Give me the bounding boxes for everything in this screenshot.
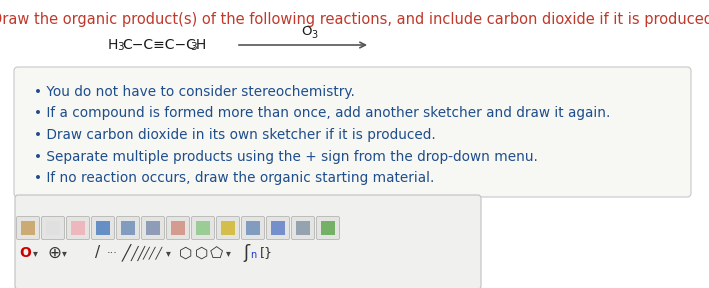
FancyBboxPatch shape <box>116 217 140 240</box>
FancyBboxPatch shape <box>121 221 135 235</box>
Text: n: n <box>250 250 256 260</box>
Text: /: / <box>96 245 101 261</box>
FancyBboxPatch shape <box>316 217 340 240</box>
FancyBboxPatch shape <box>191 217 215 240</box>
Text: ···: ··· <box>106 248 118 258</box>
FancyBboxPatch shape <box>67 217 89 240</box>
Text: ▾: ▾ <box>33 248 38 258</box>
FancyBboxPatch shape <box>246 221 260 235</box>
FancyBboxPatch shape <box>16 217 40 240</box>
Text: • If a compound is formed more than once, add another sketcher and draw it again: • If a compound is formed more than once… <box>34 107 610 120</box>
FancyBboxPatch shape <box>96 221 110 235</box>
Text: 3: 3 <box>190 43 196 52</box>
FancyBboxPatch shape <box>71 221 85 235</box>
Text: • You do not have to consider stereochemistry.: • You do not have to consider stereochem… <box>34 85 355 99</box>
Text: ▾: ▾ <box>166 248 170 258</box>
FancyBboxPatch shape <box>221 221 235 235</box>
FancyBboxPatch shape <box>216 217 240 240</box>
Text: • Separate multiple products using the + sign from the drop-down menu.: • Separate multiple products using the +… <box>34 149 538 164</box>
Text: ╱: ╱ <box>121 244 130 262</box>
Text: ⊕: ⊕ <box>47 244 61 262</box>
FancyBboxPatch shape <box>271 221 285 235</box>
Text: • If no reaction occurs, draw the organic starting material.: • If no reaction occurs, draw the organi… <box>34 171 435 185</box>
FancyBboxPatch shape <box>291 217 315 240</box>
FancyBboxPatch shape <box>46 221 60 235</box>
Text: ⬡: ⬡ <box>179 245 193 261</box>
FancyBboxPatch shape <box>167 217 189 240</box>
Text: C−C≡C−CH: C−C≡C−CH <box>122 38 206 52</box>
FancyBboxPatch shape <box>21 221 35 235</box>
FancyBboxPatch shape <box>15 195 481 288</box>
Text: 3: 3 <box>311 30 317 40</box>
FancyBboxPatch shape <box>171 221 185 235</box>
Text: ⬠: ⬠ <box>209 245 223 261</box>
Text: ╱╱╱: ╱╱╱ <box>143 247 163 259</box>
FancyBboxPatch shape <box>242 217 264 240</box>
Text: Draw the organic product(s) of the following reactions, and include carbon dioxi: Draw the organic product(s) of the follo… <box>0 12 709 27</box>
Text: ʃ: ʃ <box>243 244 249 262</box>
Text: H: H <box>108 38 118 52</box>
FancyBboxPatch shape <box>267 217 289 240</box>
Text: O: O <box>301 25 311 38</box>
Text: ⬡: ⬡ <box>195 245 208 261</box>
Text: [}: [} <box>259 247 272 259</box>
FancyBboxPatch shape <box>14 67 691 197</box>
FancyBboxPatch shape <box>42 217 65 240</box>
FancyBboxPatch shape <box>146 221 160 235</box>
Text: 3: 3 <box>117 43 123 52</box>
Text: • Draw carbon dioxide in its own sketcher if it is produced.: • Draw carbon dioxide in its own sketche… <box>34 128 436 142</box>
Text: ▾: ▾ <box>225 248 230 258</box>
FancyBboxPatch shape <box>91 217 114 240</box>
Text: O: O <box>19 246 31 260</box>
FancyBboxPatch shape <box>296 221 310 235</box>
FancyBboxPatch shape <box>196 221 210 235</box>
FancyBboxPatch shape <box>142 217 164 240</box>
Text: ╱╱: ╱╱ <box>130 245 145 261</box>
FancyBboxPatch shape <box>321 221 335 235</box>
Text: ▾: ▾ <box>62 248 67 258</box>
